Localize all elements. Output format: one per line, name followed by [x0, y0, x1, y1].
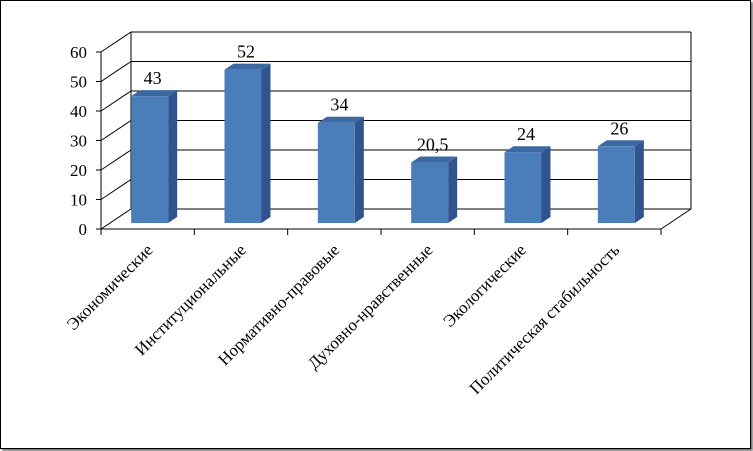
bar-side: [634, 140, 644, 223]
bar: [411, 156, 458, 223]
y-tick-label: 0: [79, 220, 88, 239]
category-label: Экономические: [63, 240, 156, 333]
category-label: Экологические: [439, 240, 529, 330]
gridline-depth: [100, 90, 132, 112]
gridline-depth: [100, 208, 132, 230]
bar-side: [168, 90, 178, 224]
data-label: 26: [610, 118, 628, 138]
bar-side: [354, 116, 364, 223]
bar-top: [597, 140, 644, 147]
chart-gridlines: [96, 31, 691, 230]
bar-front: [504, 152, 542, 223]
x-axis-category-labels: ЭкономическиеИнституциональныеНормативно…: [63, 240, 623, 398]
data-label: 52: [237, 42, 255, 62]
bar-top: [411, 156, 458, 163]
bar-front: [131, 96, 169, 223]
x-axis: [100, 208, 692, 235]
bar-side: [261, 63, 271, 223]
y-axis-tick-labels: 0 10 20 30 40 50 60: [70, 43, 87, 239]
y-tick-label: 60: [70, 43, 87, 62]
gridline-depth: [100, 31, 132, 53]
bar-top: [131, 90, 178, 97]
bar-side: [448, 156, 458, 223]
gridline-depth: [100, 120, 132, 141]
bar: [317, 116, 364, 223]
bar-side: [541, 146, 551, 223]
bar-top: [317, 116, 364, 123]
y-tick-label: 20: [70, 161, 87, 180]
gridline-depth: [100, 61, 132, 82]
bar-front: [411, 162, 449, 223]
data-label: 20,5: [417, 135, 449, 155]
data-label: 24: [517, 124, 535, 144]
bar-top: [224, 63, 271, 70]
category-label: Политическая стабильность: [466, 240, 624, 398]
bar: [224, 63, 271, 223]
bar-front: [224, 69, 262, 223]
chart-bars: [131, 63, 644, 224]
bar: [504, 146, 551, 223]
gridline-depth: [100, 179, 132, 200]
data-labels: 43 52 34 20,5 24 26: [144, 42, 629, 155]
bar: [131, 90, 178, 224]
bar-front: [597, 146, 635, 223]
bar: [597, 140, 644, 223]
y-tick-label: 30: [70, 132, 87, 151]
gridline-depth: [100, 149, 132, 171]
bar-front: [317, 122, 355, 223]
bar-top: [504, 146, 551, 153]
y-tick-label: 10: [70, 191, 87, 210]
floor-right-edge: [660, 208, 692, 230]
y-tick-label: 50: [70, 73, 87, 92]
data-label: 34: [330, 95, 348, 115]
data-label: 43: [144, 68, 162, 88]
y-tick-label: 40: [70, 102, 87, 121]
